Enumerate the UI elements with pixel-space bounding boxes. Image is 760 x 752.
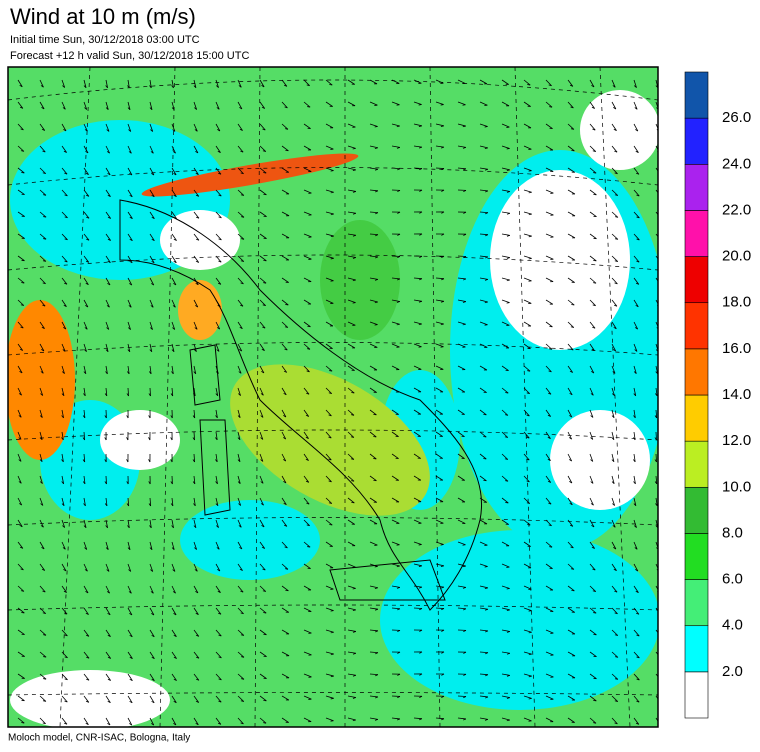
wind-arrow-head — [353, 588, 356, 589]
wind-arrow — [414, 608, 422, 609]
colorbar-label: 8.0 — [722, 524, 743, 541]
colorbar-box — [685, 349, 708, 395]
colorbar-label: 4.0 — [722, 617, 743, 634]
wind-arrow-head — [263, 613, 266, 614]
colorbar-box — [685, 580, 708, 626]
wind-arrow-head — [331, 611, 334, 612]
wind-arrow-head — [375, 126, 378, 127]
initial-time: Initial time Sun, 30/12/2018 03:00 UTC — [10, 34, 200, 46]
wind-arrow-head — [527, 525, 530, 526]
title: Wind at 10 m (m/s) — [10, 4, 196, 29]
wind-arrow — [436, 608, 444, 609]
colorbar-label: 26.0 — [722, 109, 751, 126]
colorbar-box — [685, 672, 708, 718]
wind-arrow-head — [483, 458, 486, 459]
forecast-time: Forecast +12 h valid Sun, 30/12/2018 15:… — [10, 50, 249, 62]
wind-arrow-head — [505, 393, 508, 394]
colorbar-box — [685, 164, 708, 210]
wind-arrow — [414, 168, 422, 169]
wind-arrow-head — [527, 85, 530, 86]
wind-arrow-head — [329, 524, 332, 525]
footer: Moloch model, CNR-ISAC, Bologna, Italy — [8, 733, 190, 744]
colorbar-label: 22.0 — [722, 201, 751, 218]
wind-arrow-head — [485, 127, 488, 128]
colorbar-box — [685, 441, 708, 487]
colorbar-label: 18.0 — [722, 294, 751, 311]
colorbar-label: 6.0 — [722, 571, 743, 588]
wind-arrow-head — [353, 148, 356, 149]
wind-arrow-head — [483, 436, 486, 437]
colorbar-box — [685, 303, 708, 349]
colorbar-label: 10.0 — [722, 478, 751, 495]
colorbar-label: 14.0 — [722, 386, 751, 403]
colorbar-box — [685, 257, 708, 303]
colorbar-label: 20.0 — [722, 248, 751, 265]
map — [5, 67, 670, 730]
wind-arrow-head — [353, 303, 356, 304]
colorbar-box — [685, 487, 708, 533]
wind-arrow-head — [507, 148, 510, 149]
wind-arrow-head — [21, 723, 24, 724]
colorbar-box — [685, 210, 708, 256]
wind-arrow-head — [329, 84, 332, 85]
wind-arrow-head — [373, 436, 376, 437]
colorbar-box — [685, 118, 708, 164]
colorbar-label: 2.0 — [722, 663, 743, 680]
wind-arrow-head — [351, 392, 354, 393]
colorbar-label: 16.0 — [722, 340, 751, 357]
colorbar-box — [685, 626, 708, 672]
colorbar-label: 12.0 — [722, 432, 751, 449]
colorbar-box — [685, 395, 708, 441]
wind-arrow-head — [485, 567, 488, 568]
colorbar-box — [685, 72, 708, 118]
wind-arrow-head — [375, 566, 378, 567]
wind-arrow — [436, 168, 444, 169]
wind-arrow-head — [263, 173, 266, 174]
wind-arrow-head — [571, 304, 574, 305]
wind-arrow-head — [21, 283, 24, 284]
wind-arrow-head — [507, 588, 510, 589]
wind-arrow-head — [419, 545, 422, 546]
colorbar-label: 24.0 — [722, 155, 751, 172]
wind-arrow-head — [419, 105, 422, 106]
colorbar: 2.0 4.0 6.0 8.0 10.0 12.0 14.0 16.0 18.0 20.0 22.0… — [685, 72, 751, 718]
wind-arrow-head — [441, 105, 444, 106]
wind-arrow-head — [441, 545, 444, 546]
colorbar-box — [685, 533, 708, 579]
